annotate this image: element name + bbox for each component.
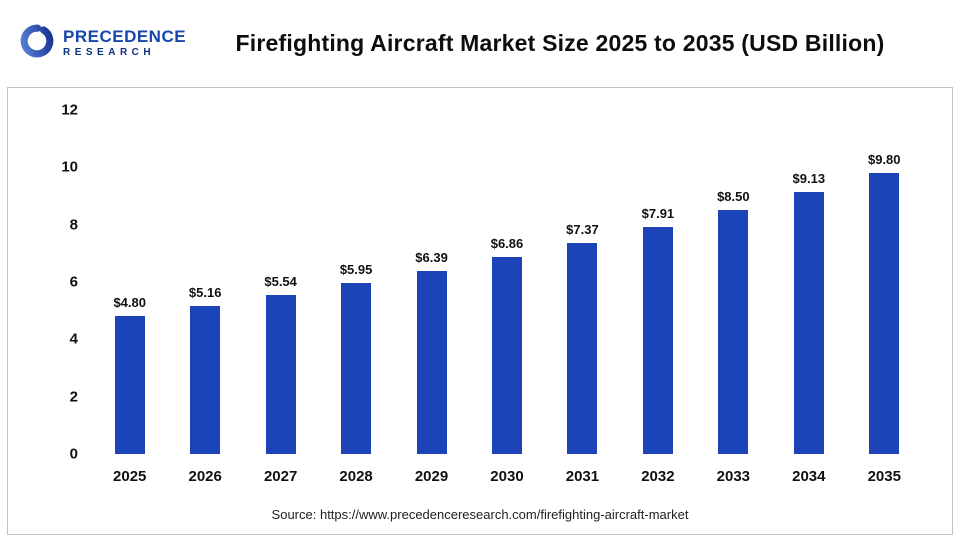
bar-value-label: $6.39: [415, 249, 448, 265]
x-tick-label: 2035: [867, 467, 901, 485]
logo-text: PRECEDENCE RESEARCH: [63, 28, 186, 58]
bar-value-label: $5.54: [264, 274, 297, 290]
bar-column: $5.95 2028: [318, 110, 393, 498]
y-tick-label: 6: [69, 273, 78, 291]
x-tick-label: 2034: [792, 467, 826, 485]
y-tick-label: 12: [61, 101, 78, 119]
bar-value-label: $7.37: [566, 221, 599, 237]
y-tick-label: 2: [69, 388, 78, 406]
bar: [265, 295, 296, 454]
x-tick-label: 2033: [716, 467, 751, 485]
bar: [718, 210, 749, 454]
bar-value-label: $4.80: [113, 295, 146, 311]
logo-icon: [18, 22, 56, 65]
logo: PRECEDENCE RESEARCH: [18, 22, 188, 65]
x-tick-label: 2029: [414, 467, 449, 485]
y-tick-label: 0: [69, 445, 78, 463]
bar-column: $7.37 2031: [545, 110, 620, 498]
x-tick-label: 2026: [188, 467, 222, 485]
bar-value-label: $5.95: [339, 262, 373, 278]
x-tick-label: 2030: [490, 467, 524, 485]
bar-value-label: $9.80: [867, 152, 901, 168]
x-tick-label: 2031: [565, 467, 600, 485]
logo-text-precedence: PRECEDENCE: [63, 27, 187, 47]
bar-column: $5.54 2027: [243, 110, 318, 498]
y-tick-label: 10: [61, 158, 78, 176]
bar-column: $9.13 2034: [771, 110, 846, 498]
x-tick-label: 2028: [339, 467, 373, 485]
bar-value-label: $6.86: [490, 236, 524, 252]
bar-column: $4.80 2025: [92, 110, 167, 498]
page-title: Firefighting Aircraft Market Size 2025 t…: [235, 30, 885, 56]
bar: [190, 306, 221, 454]
bar-value-label: $9.13: [792, 171, 826, 187]
bar-value-label: $7.91: [641, 206, 675, 222]
x-tick-label: 2027: [263, 467, 298, 485]
source-text: Source: https://www.precedenceresearch.c…: [271, 507, 689, 522]
y-axis: 0 2 4 6 8 10 12: [48, 102, 92, 463]
bar: [341, 283, 372, 454]
bar-chart: 0 2 4 6 8 10 12 $4.80 2025 $5.16 2026 $5.54 2027 $5.…: [7, 87, 953, 535]
bar: [793, 192, 824, 454]
bar-column: $6.86 2030: [469, 110, 544, 498]
x-tick-label: 2032: [641, 467, 675, 485]
bar-column: $6.39 2029: [394, 110, 469, 498]
bar: [642, 227, 673, 454]
header: PRECEDENCE RESEARCH Firefighting Aircraf…: [0, 0, 960, 87]
bar-value-label: $5.16: [188, 285, 222, 301]
bar: [114, 316, 145, 454]
y-tick-label: 8: [69, 216, 78, 234]
bar: [416, 270, 447, 454]
y-tick-label: 4: [69, 330, 78, 348]
bar-column: $9.80 2035: [847, 110, 922, 498]
x-tick-label: 2025: [113, 467, 147, 485]
logo-text-research: RESEARCH: [63, 47, 156, 59]
bar: [567, 242, 598, 454]
bars-area: $4.80 2025 $5.16 2026 $5.54 2027 $5.95 2028 $6.3…: [92, 110, 922, 498]
bar-column: $5.16 2026: [167, 110, 242, 498]
chart-grid: 0 2 4 6 8 10 12 $4.80 2025 $5.16 2026 $5.54 2027 $5.…: [8, 88, 952, 498]
bar-value-label: $8.50: [717, 189, 750, 205]
bar-column: $8.50 2033: [696, 110, 771, 498]
bar: [869, 173, 900, 454]
bar-column: $7.91 2032: [620, 110, 695, 498]
bar: [491, 257, 522, 454]
